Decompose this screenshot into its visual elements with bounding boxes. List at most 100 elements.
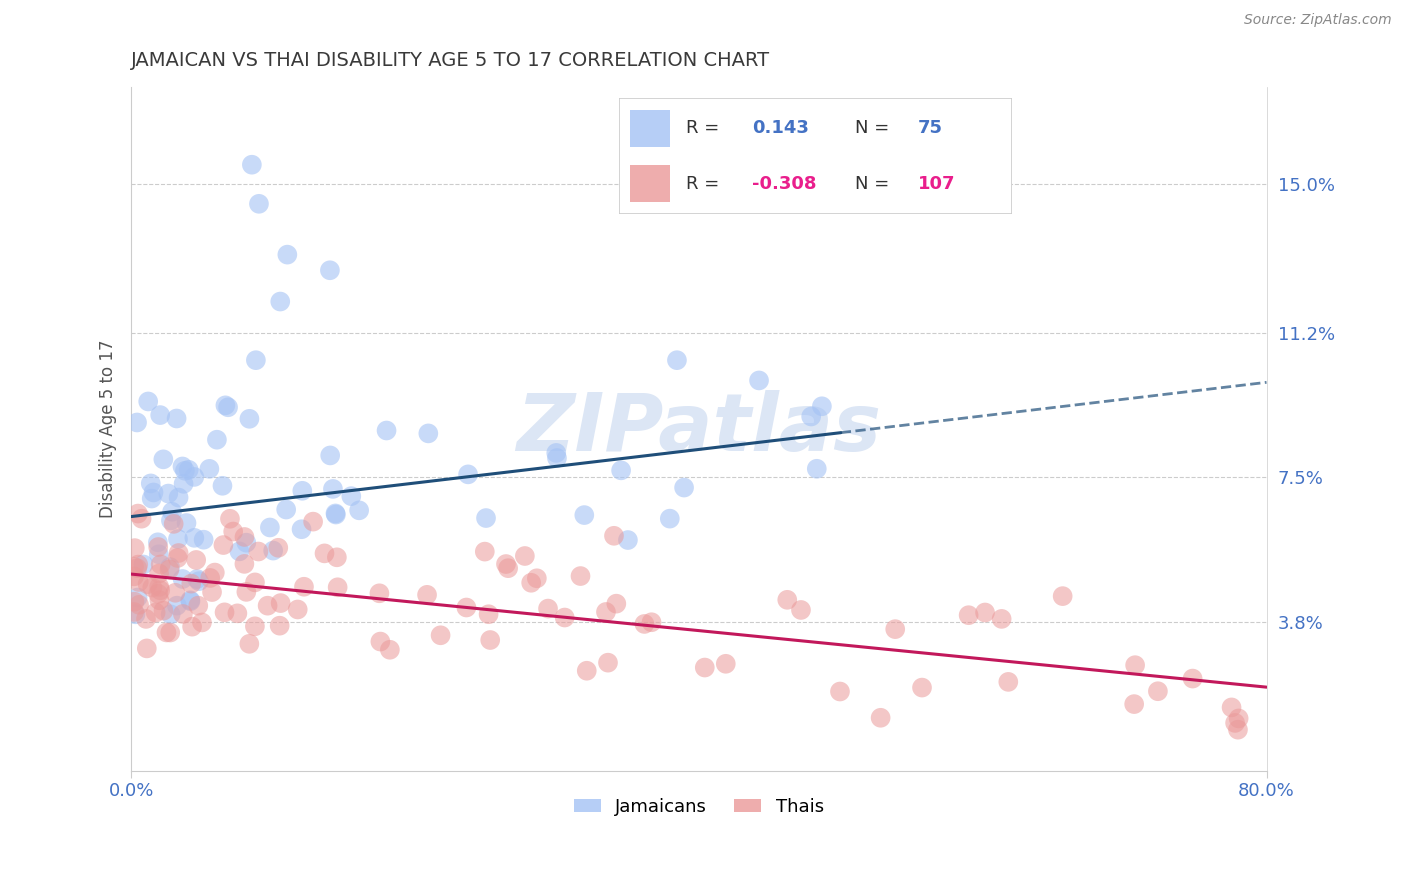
Point xyxy=(526,571,548,585)
Point xyxy=(806,462,828,476)
Point xyxy=(610,463,633,477)
Point xyxy=(163,516,186,531)
Point xyxy=(247,544,270,558)
Point xyxy=(135,612,157,626)
Point xyxy=(166,411,188,425)
Point xyxy=(204,566,226,580)
Point xyxy=(569,569,592,583)
Point xyxy=(166,599,188,613)
Legend: Jamaicans, Thais: Jamaicans, Thais xyxy=(567,791,831,823)
Point xyxy=(673,481,696,495)
Point xyxy=(269,294,291,309)
Point xyxy=(1147,684,1170,698)
Point xyxy=(1223,715,1246,730)
Point xyxy=(475,511,498,525)
Point xyxy=(259,520,281,534)
Point xyxy=(193,533,215,547)
Point xyxy=(267,541,290,555)
Text: 107: 107 xyxy=(918,175,955,193)
Point xyxy=(546,446,568,460)
Point xyxy=(165,586,187,600)
Point xyxy=(145,606,167,620)
Point xyxy=(990,612,1012,626)
Point xyxy=(214,398,236,412)
Point xyxy=(148,547,170,561)
Point xyxy=(911,681,934,695)
Point xyxy=(276,247,298,261)
Text: Source: ZipAtlas.com: Source: ZipAtlas.com xyxy=(1244,13,1392,28)
Point xyxy=(1227,711,1250,725)
Point xyxy=(149,408,172,422)
Point xyxy=(347,503,370,517)
Point xyxy=(157,486,180,500)
Point xyxy=(198,571,221,585)
Point xyxy=(520,575,543,590)
Point xyxy=(136,577,159,591)
Point xyxy=(174,464,197,478)
Point xyxy=(127,561,149,575)
Point xyxy=(479,633,502,648)
Point xyxy=(314,546,336,560)
Point xyxy=(186,572,208,586)
Point xyxy=(957,608,980,623)
Point xyxy=(378,642,401,657)
Point xyxy=(159,607,181,622)
Point xyxy=(212,538,235,552)
Point xyxy=(974,606,997,620)
Text: 0.143: 0.143 xyxy=(752,120,810,137)
Point xyxy=(302,515,325,529)
Point xyxy=(474,544,496,558)
Point xyxy=(205,433,228,447)
Point xyxy=(235,585,257,599)
Point xyxy=(135,641,157,656)
Point xyxy=(181,620,204,634)
Point xyxy=(149,583,172,598)
Point xyxy=(326,550,349,565)
Point xyxy=(235,535,257,549)
Point xyxy=(456,600,478,615)
Point xyxy=(429,628,451,642)
Point xyxy=(884,622,907,636)
Point xyxy=(141,491,163,506)
Point xyxy=(172,459,194,474)
Point xyxy=(179,593,201,607)
Point xyxy=(132,558,155,572)
Point xyxy=(148,587,170,601)
Point xyxy=(177,463,200,477)
Point xyxy=(191,615,214,630)
Point xyxy=(124,607,146,622)
Point xyxy=(127,507,149,521)
Point xyxy=(595,605,617,619)
Point xyxy=(1123,697,1146,711)
Text: N =: N = xyxy=(855,175,894,193)
Point xyxy=(262,543,284,558)
Point xyxy=(276,502,298,516)
Point xyxy=(148,580,170,594)
Point xyxy=(418,426,440,441)
Point xyxy=(256,599,278,613)
Point xyxy=(160,513,183,527)
Point xyxy=(173,476,195,491)
Point xyxy=(128,598,150,612)
Point xyxy=(226,607,249,621)
Point xyxy=(287,602,309,616)
Point xyxy=(574,508,596,522)
Bar xyxy=(630,110,669,147)
Point xyxy=(240,158,263,172)
Point xyxy=(159,625,181,640)
Text: N =: N = xyxy=(855,120,894,137)
Point xyxy=(167,532,190,546)
Point xyxy=(124,541,146,555)
Point xyxy=(148,566,170,581)
Point xyxy=(188,574,211,589)
Point xyxy=(247,196,270,211)
Point xyxy=(222,524,245,539)
Point xyxy=(172,572,194,586)
Point xyxy=(180,576,202,591)
Point xyxy=(238,637,260,651)
Point xyxy=(546,450,568,465)
Point xyxy=(325,508,347,522)
Point xyxy=(319,449,342,463)
Point xyxy=(179,594,201,608)
Point xyxy=(658,511,681,525)
